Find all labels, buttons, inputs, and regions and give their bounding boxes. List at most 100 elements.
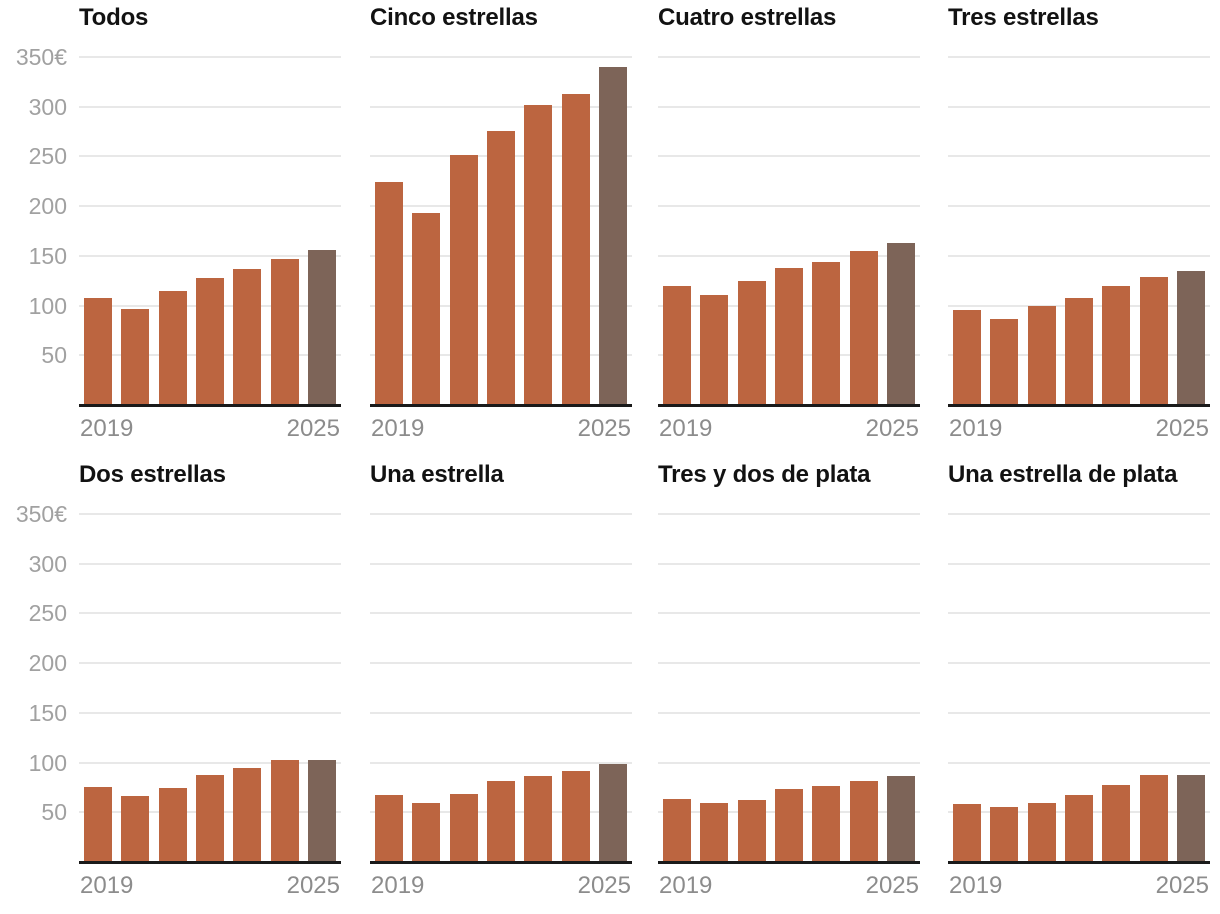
bar-2021	[158, 290, 187, 405]
gridline	[658, 761, 920, 764]
bar-2019	[84, 787, 112, 862]
bar-2019	[953, 804, 981, 862]
bar-2021	[1027, 803, 1056, 862]
x-axis-labels: 2019 2025	[948, 872, 1210, 900]
bar-2019	[663, 799, 691, 862]
bar-2025	[307, 249, 336, 405]
bar-2021	[737, 280, 766, 405]
y-tick-label: 100	[28, 749, 67, 776]
bar-2023	[1102, 785, 1131, 862]
bar-2020	[990, 807, 1019, 862]
chart-row-bottom: 350€ 300 250 200 150 100 50 Dos estrellas 2019…	[0, 457, 1220, 914]
bar-2024	[561, 770, 590, 862]
gridline	[948, 205, 1210, 208]
bar-group	[79, 57, 341, 405]
y-tick-label: 350€	[15, 501, 67, 527]
gridline	[658, 205, 920, 208]
x-tick-start: 2019	[949, 872, 1003, 899]
bar-2019	[953, 309, 981, 405]
y-axis-labels: 350€ 300 250 200 150 100 50	[0, 0, 67, 457]
gridline	[79, 254, 341, 257]
gridline	[370, 562, 632, 565]
gridline	[79, 711, 341, 714]
bar-2022	[486, 130, 515, 405]
chart-title: Tres estrellas	[948, 4, 1099, 31]
gridline	[658, 105, 920, 108]
bar-2021	[449, 794, 478, 862]
gridline	[948, 711, 1210, 714]
x-tick-start: 2019	[659, 415, 713, 442]
x-tick-start: 2019	[80, 415, 134, 442]
y-tick-label: 250	[28, 143, 67, 170]
bar-2024	[270, 759, 299, 862]
gridline	[79, 562, 341, 565]
bar-2022	[486, 781, 515, 862]
x-axis-labels: 2019 2025	[658, 872, 920, 900]
bar-group	[948, 57, 1210, 405]
gridline	[370, 56, 632, 58]
plot-area	[658, 513, 920, 864]
bar-2025	[598, 66, 627, 405]
chart-panel-dos-estrellas: Dos estrellas 2019 2025	[79, 457, 341, 914]
x-tick-start: 2019	[80, 872, 134, 899]
bar-group	[370, 514, 632, 862]
x-tick-start: 2019	[659, 872, 713, 899]
bar-2022	[774, 789, 803, 862]
gridline	[370, 662, 632, 665]
gridline	[79, 761, 341, 764]
bar-2020	[121, 308, 150, 405]
x-axis-line	[948, 861, 1210, 864]
gridline	[658, 254, 920, 257]
bar-2021	[1027, 305, 1056, 405]
bar-2024	[270, 258, 299, 405]
gridline	[948, 56, 1210, 58]
bar-group	[658, 57, 920, 405]
bar-2023	[524, 775, 553, 862]
chart-panel-una-estrella: Una estrella 2019 2025	[370, 457, 632, 914]
y-tick-label: 300	[28, 93, 67, 120]
bar-2022	[195, 277, 224, 405]
gridline	[370, 711, 632, 714]
bar-2024	[1139, 774, 1168, 862]
bar-2025	[886, 775, 915, 862]
gridline	[370, 105, 632, 108]
gridline	[79, 612, 341, 615]
x-tick-end: 2025	[865, 872, 919, 899]
y-tick-label: 150	[28, 242, 67, 269]
bar-group	[658, 514, 920, 862]
chart-panel-todos: Todos 2019 2025	[79, 0, 341, 457]
y-tick-label: 50	[41, 342, 67, 369]
gridline	[658, 612, 920, 615]
x-axis-line	[658, 861, 920, 864]
bar-2025	[307, 759, 336, 862]
chart-panel-una-estrella-de-plata: Una estrella de plata 2019 2025	[948, 457, 1210, 914]
x-tick-start: 2019	[371, 415, 425, 442]
bar-2023	[812, 786, 841, 862]
bar-2022	[1064, 297, 1093, 405]
y-tick-label: 200	[28, 650, 67, 677]
bar-2019	[663, 285, 691, 405]
gridline	[79, 105, 341, 108]
gridline	[79, 155, 341, 158]
y-tick-label: 50	[41, 799, 67, 826]
x-axis-line	[79, 861, 341, 864]
gridline	[948, 254, 1210, 257]
plot-area	[79, 513, 341, 864]
bar-group	[948, 514, 1210, 862]
plot-area	[948, 513, 1210, 864]
plot-area	[948, 56, 1210, 407]
bar-2021	[449, 155, 478, 405]
y-tick-label: 100	[28, 292, 67, 319]
gridline	[79, 56, 341, 58]
gridline	[658, 56, 920, 58]
gridline	[658, 155, 920, 158]
chart-title: Tres y dos de plata	[658, 461, 871, 488]
gridline	[370, 612, 632, 615]
bar-2025	[886, 242, 915, 405]
x-axis-labels: 2019 2025	[79, 872, 341, 900]
gridline	[658, 513, 920, 515]
bar-2022	[195, 774, 224, 862]
bar-2024	[561, 93, 590, 405]
chart-title: Todos	[79, 4, 149, 31]
gridline	[948, 562, 1210, 565]
